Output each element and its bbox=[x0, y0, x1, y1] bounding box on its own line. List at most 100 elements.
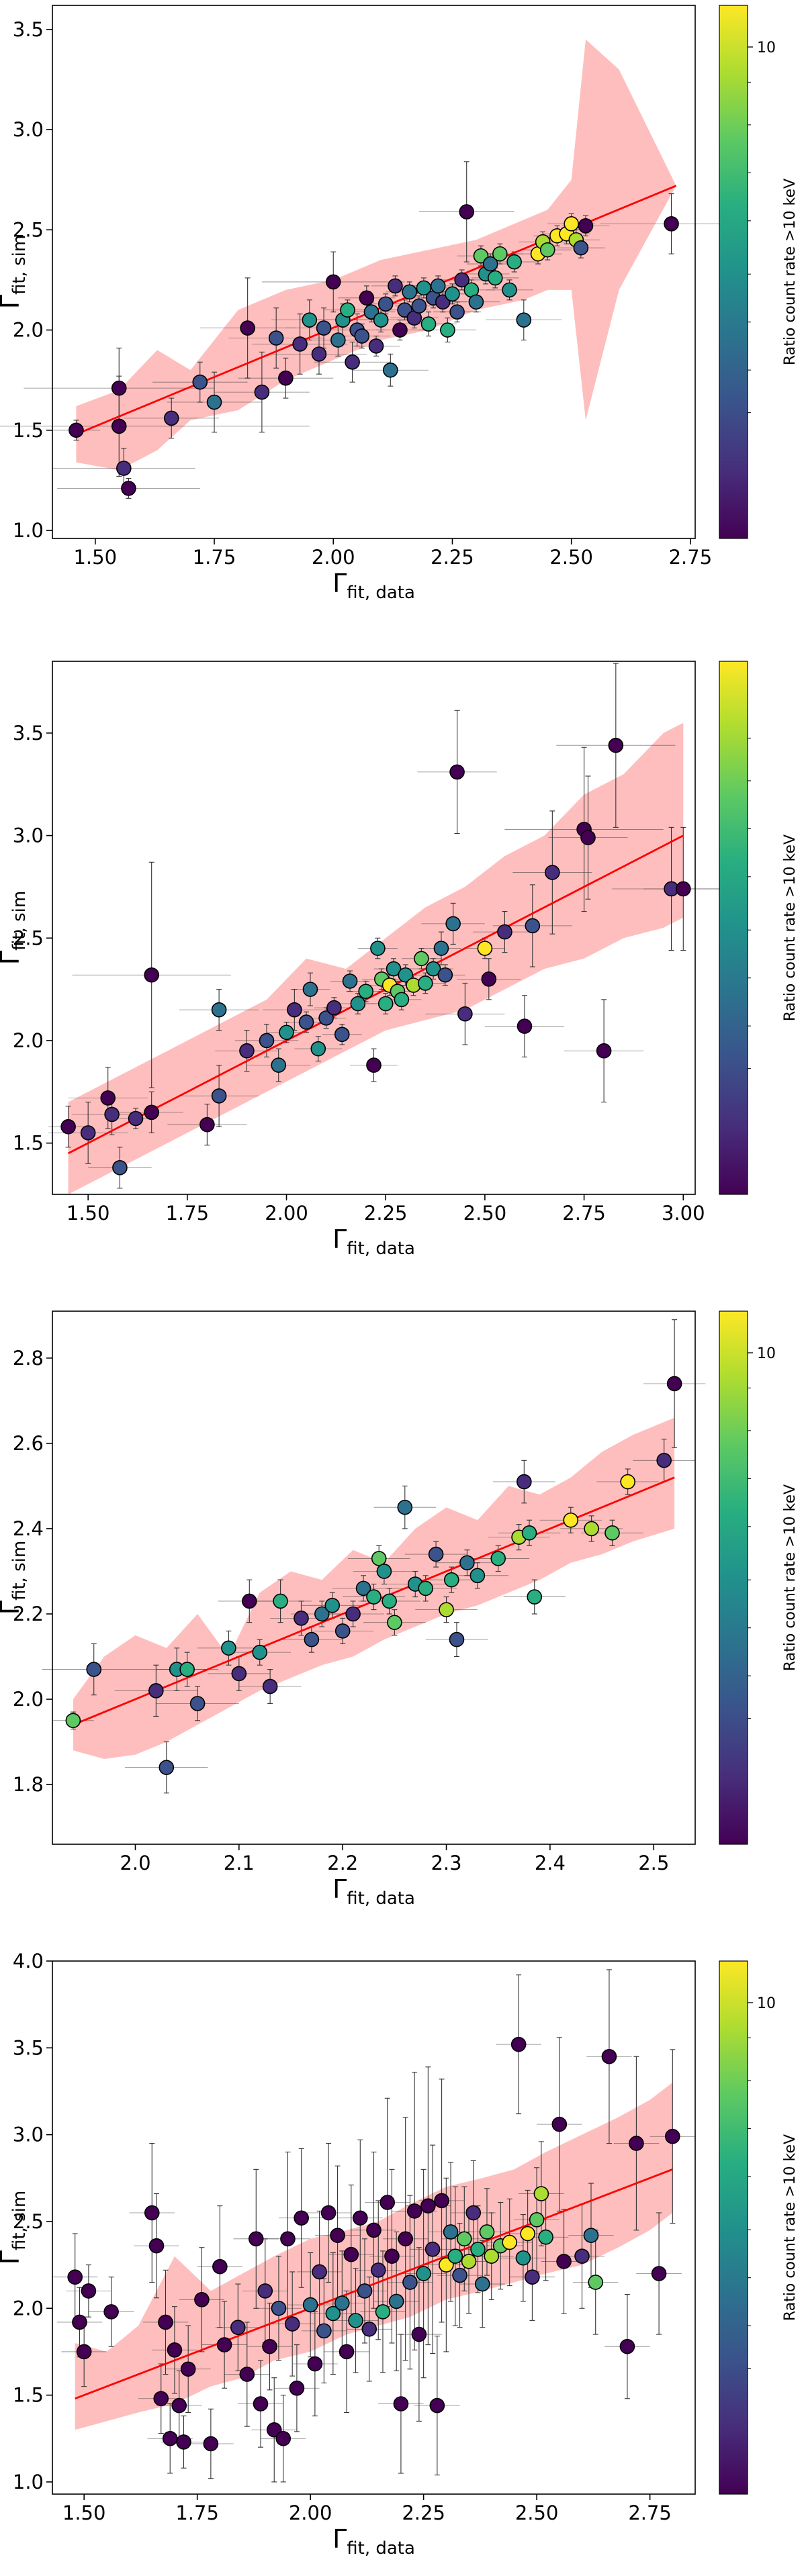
data-point bbox=[418, 1580, 433, 1596]
data-point bbox=[584, 1521, 599, 1537]
y-tick-label: 3.0 bbox=[13, 2124, 44, 2146]
data-point bbox=[339, 2344, 355, 2360]
data-point bbox=[425, 961, 441, 977]
data-point bbox=[334, 1027, 350, 1043]
plot-frame bbox=[52, 1310, 696, 1845]
x-tick-label: 2.1 bbox=[224, 1852, 255, 1874]
x-axis-label: Γfit, data bbox=[332, 2524, 415, 2559]
data-point bbox=[456, 2231, 472, 2247]
data-point bbox=[100, 1090, 116, 1106]
data-point bbox=[461, 2254, 477, 2269]
x-tick-label: 1.75 bbox=[166, 1202, 210, 1225]
data-point bbox=[211, 1088, 227, 1104]
data-point bbox=[239, 1043, 255, 1059]
data-point bbox=[578, 218, 594, 234]
x-axis: 1.50 1.75 2.00 2.25 2.50 2.75 3.00 bbox=[66, 1194, 705, 1225]
data-point bbox=[81, 2283, 97, 2299]
colorbar-tick-label: 10 bbox=[757, 1345, 776, 1362]
data-point bbox=[103, 2304, 119, 2320]
data-point bbox=[179, 1662, 195, 1677]
data-point bbox=[257, 2283, 273, 2299]
data-point bbox=[330, 2228, 345, 2243]
y-tick-label: 3.0 bbox=[13, 824, 44, 847]
plot-frame bbox=[52, 5, 696, 539]
data-point bbox=[302, 982, 318, 997]
data-point bbox=[111, 380, 127, 396]
data-point bbox=[230, 2320, 246, 2336]
colorbar-tick-label: 10 bbox=[757, 1995, 776, 2012]
data-point bbox=[502, 282, 517, 298]
x-tick-label: 2.25 bbox=[364, 1202, 408, 1225]
data-point bbox=[312, 2264, 327, 2280]
data-point bbox=[383, 362, 398, 378]
data-point bbox=[533, 2186, 549, 2201]
y-tick-label: 2.5 bbox=[13, 2210, 44, 2233]
data-point bbox=[325, 2305, 341, 2322]
fit-line bbox=[75, 2168, 673, 2400]
data-point bbox=[517, 1474, 532, 1490]
data-point bbox=[67, 2269, 83, 2285]
data-point bbox=[311, 346, 327, 362]
data-point bbox=[492, 246, 508, 262]
data-point bbox=[334, 1623, 351, 1639]
data-point bbox=[629, 2136, 644, 2151]
chart-panel-4: 1.50 1.75 2.00 2.25 2.50 2.75 1.0 1.5 2.0 2.5 3.0… bbox=[0, 1950, 799, 2559]
data-point bbox=[240, 320, 255, 336]
data-point bbox=[80, 1125, 96, 1141]
data-point bbox=[487, 270, 503, 286]
colorbar-label: Ratio count rate >10 keV bbox=[782, 179, 799, 365]
data-point bbox=[76, 2344, 92, 2360]
x-tick-label: 2.50 bbox=[515, 2501, 559, 2524]
data-point bbox=[318, 1010, 334, 1026]
x-tick-label: 2.75 bbox=[669, 546, 713, 569]
chart-panel-3: 2.0 2.1 2.2 2.3 2.4 2.5 1.8 2.0 2.2 2.4 2.6 2.8 Γf… bbox=[0, 1310, 799, 1909]
y-tick-label: 2.8 bbox=[13, 1347, 44, 1370]
colorbar-label: Ratio count rate >10 keV bbox=[782, 2134, 799, 2321]
y-tick-label: 2.2 bbox=[13, 1603, 44, 1625]
data-point bbox=[273, 1593, 288, 1609]
data-point bbox=[411, 298, 427, 314]
data-point bbox=[252, 1644, 268, 1660]
data-point bbox=[666, 1376, 682, 1392]
y-tick-label: 4.0 bbox=[13, 1950, 44, 1972]
data-point bbox=[510, 2036, 527, 2052]
y-tick-label: 2.0 bbox=[13, 319, 44, 342]
data-point bbox=[376, 1564, 392, 1579]
chart-panel-1: 1.50 1.75 2.00 2.25 2.50 2.75 1.0 1.5 2.0 2.5 3.0… bbox=[0, 5, 799, 603]
data-point bbox=[144, 967, 159, 983]
data-point bbox=[159, 1760, 175, 1775]
data-point bbox=[521, 1525, 537, 1541]
data-point bbox=[416, 2266, 431, 2281]
data-point bbox=[387, 1615, 402, 1630]
y-tick-label: 2.5 bbox=[13, 926, 44, 949]
data-point bbox=[148, 2238, 165, 2254]
data-point bbox=[538, 2229, 553, 2245]
data-point bbox=[398, 967, 414, 983]
data-point bbox=[231, 1666, 247, 1682]
y-axis: 1.0 1.5 2.0 2.5 3.0 3.5 4.0 bbox=[13, 1950, 52, 2493]
data-point bbox=[248, 2231, 264, 2247]
data-point bbox=[350, 996, 366, 1012]
data-point bbox=[352, 2210, 368, 2226]
data-point bbox=[171, 2397, 187, 2414]
data-point bbox=[366, 2222, 382, 2238]
y-tick-label: 2.0 bbox=[13, 1029, 44, 1052]
data-point bbox=[388, 278, 403, 294]
data-point bbox=[449, 764, 465, 780]
data-point bbox=[525, 2269, 540, 2285]
data-point bbox=[517, 1018, 533, 1034]
data-point bbox=[148, 1683, 164, 1699]
data-point bbox=[65, 1713, 81, 1729]
plot-frame bbox=[52, 661, 696, 1195]
data-point bbox=[386, 961, 402, 977]
x-axis-label: Γfit, data bbox=[332, 1874, 415, 1909]
data-point bbox=[239, 2367, 255, 2382]
y-tick-label: 2.0 bbox=[13, 2297, 44, 2320]
data-point bbox=[167, 2342, 183, 2358]
data-point bbox=[394, 992, 410, 1008]
data-point bbox=[254, 384, 270, 400]
y-axis-label: Γfit, sim bbox=[0, 2191, 30, 2264]
y-tick-label: 1.0 bbox=[13, 519, 44, 542]
plot-frame bbox=[52, 1960, 696, 2495]
data-point bbox=[211, 1002, 227, 1018]
